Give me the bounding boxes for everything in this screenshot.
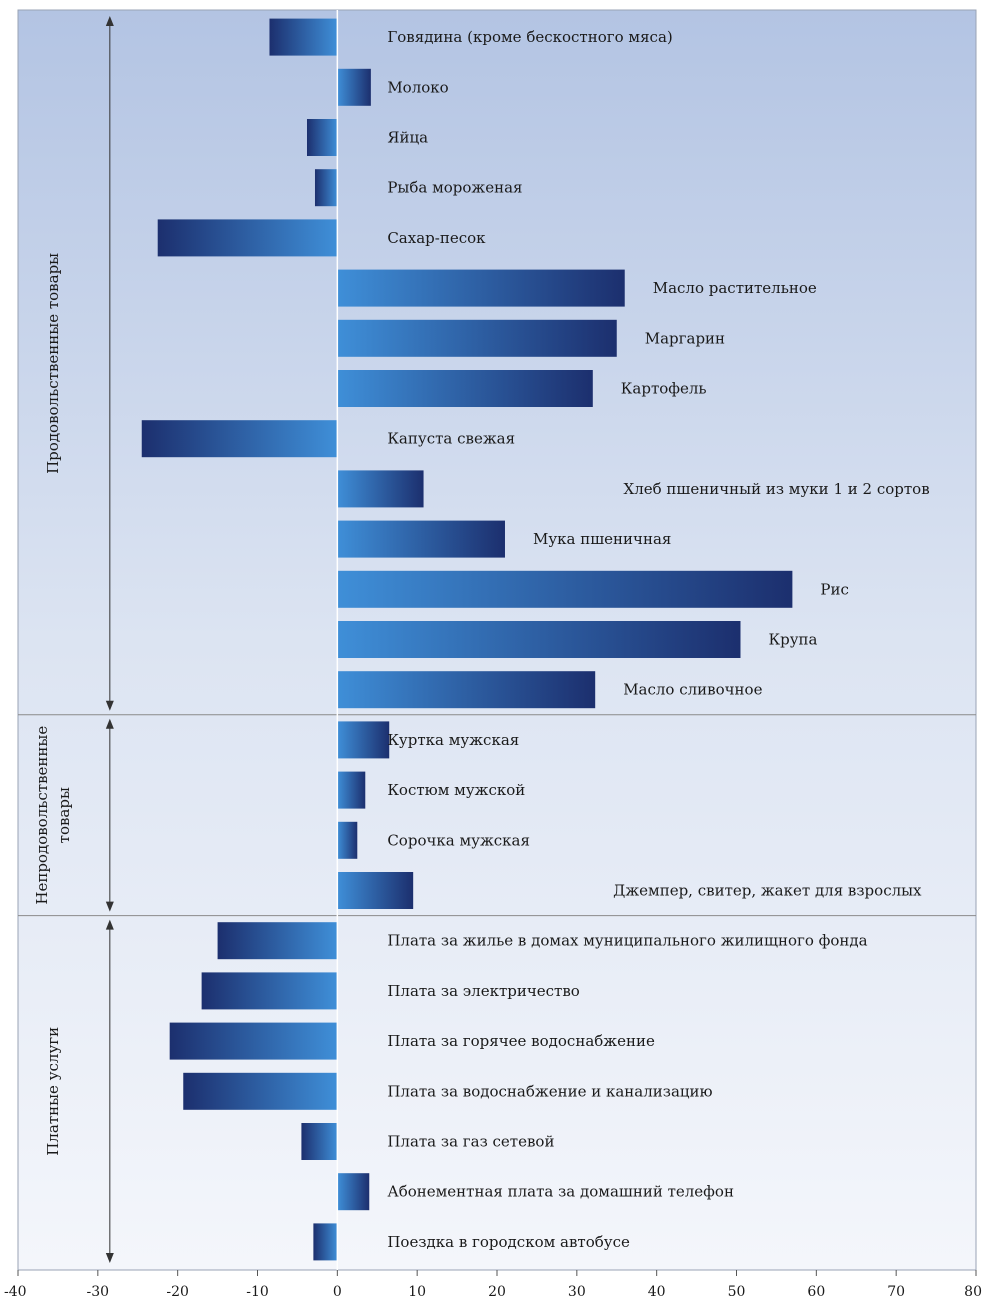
- group-arrow-head-up: [105, 16, 114, 26]
- bar: [306, 119, 338, 156]
- group-label: Непродовольственные: [33, 726, 51, 905]
- category-label: Хлеб пшеничный из муки 1 и 2 сортов: [624, 480, 930, 498]
- category-label: Поездка в городском автобусе: [387, 1233, 630, 1251]
- bar: [313, 1223, 338, 1261]
- bar: [337, 470, 424, 508]
- x-tick-label: 20: [488, 1284, 506, 1300]
- category-label: Масло растительное: [653, 279, 817, 297]
- x-tick-label: 70: [887, 1284, 905, 1300]
- bar: [337, 621, 741, 658]
- category-label: Сахар-песок: [387, 229, 486, 247]
- category-label: Картофель: [621, 380, 707, 398]
- category-label: Маргарин: [645, 329, 725, 347]
- category-label: Говядина (кроме бескостного мяса): [387, 28, 672, 46]
- bar: [337, 1173, 370, 1211]
- x-tick-label: 30: [568, 1284, 586, 1300]
- category-label: Джемпер, свитер, жакет для взрослых: [613, 882, 922, 900]
- bar: [337, 821, 358, 859]
- bar: [337, 872, 414, 909]
- category-label: Яйца: [387, 129, 428, 147]
- category-label: Рыба мороженая: [387, 179, 522, 197]
- bar: [201, 972, 338, 1010]
- bar: [301, 1123, 338, 1160]
- category-label: Плата за газ сетевой: [387, 1133, 554, 1151]
- x-tick-label: 0: [333, 1284, 342, 1300]
- x-tick-label: 10: [408, 1284, 426, 1300]
- group-arrow-head-down: [105, 901, 114, 912]
- bar: [314, 169, 338, 207]
- bar: [217, 922, 338, 960]
- category-label: Плата за горячее водоснабжение: [387, 1032, 655, 1050]
- bar: [141, 420, 338, 458]
- bar: [337, 68, 371, 106]
- x-tick-label: 50: [728, 1284, 746, 1300]
- category-label: Сорочка мужская: [387, 831, 530, 849]
- bar: [337, 570, 793, 608]
- group-arrow-head-down: [105, 1253, 114, 1263]
- category-label: Костюм мужской: [387, 781, 525, 799]
- bar: [337, 269, 625, 307]
- category-label: Куртка мужская: [387, 731, 519, 749]
- bar: [337, 520, 505, 558]
- category-label: Рис: [820, 580, 849, 598]
- bar: [337, 319, 617, 357]
- x-tick-label: 40: [648, 1284, 666, 1300]
- category-label: Капуста свежая: [387, 430, 515, 448]
- x-tick-label: -10: [246, 1284, 269, 1300]
- category-label: Абонементная плата за домашний телефон: [387, 1183, 734, 1201]
- x-tick-label: -20: [166, 1284, 189, 1300]
- group-label: товары: [55, 787, 73, 843]
- x-tick-label: -30: [87, 1284, 110, 1300]
- bar: [183, 1072, 338, 1110]
- group-arrow-head-up: [105, 718, 114, 729]
- x-tick-label: -40: [4, 1284, 27, 1300]
- group-label: Продовольственные товары: [44, 253, 62, 474]
- category-label: Масло сливочное: [623, 681, 762, 699]
- bar: [337, 721, 390, 759]
- x-tick-label: 60: [807, 1284, 825, 1300]
- bar: [337, 771, 366, 809]
- category-label: Крупа: [768, 631, 817, 649]
- group-label: Платные услуги: [44, 1027, 62, 1156]
- category-label: Плата за электричество: [387, 982, 580, 1000]
- category-label: Плата за водоснабжение и канализацию: [387, 1082, 712, 1100]
- bar: [269, 18, 338, 56]
- bar: [337, 370, 593, 407]
- group-arrow-head-up: [105, 919, 114, 930]
- x-tick-label: 80: [964, 1284, 982, 1300]
- category-label: Плата за жилье в домах муниципального жи…: [387, 932, 867, 950]
- bar: [157, 219, 338, 257]
- bar: [337, 671, 596, 709]
- category-label: Молоко: [387, 78, 448, 96]
- category-label: Мука пшеничная: [533, 530, 671, 548]
- bar: [169, 1022, 338, 1060]
- group-arrow-head-down: [105, 700, 114, 711]
